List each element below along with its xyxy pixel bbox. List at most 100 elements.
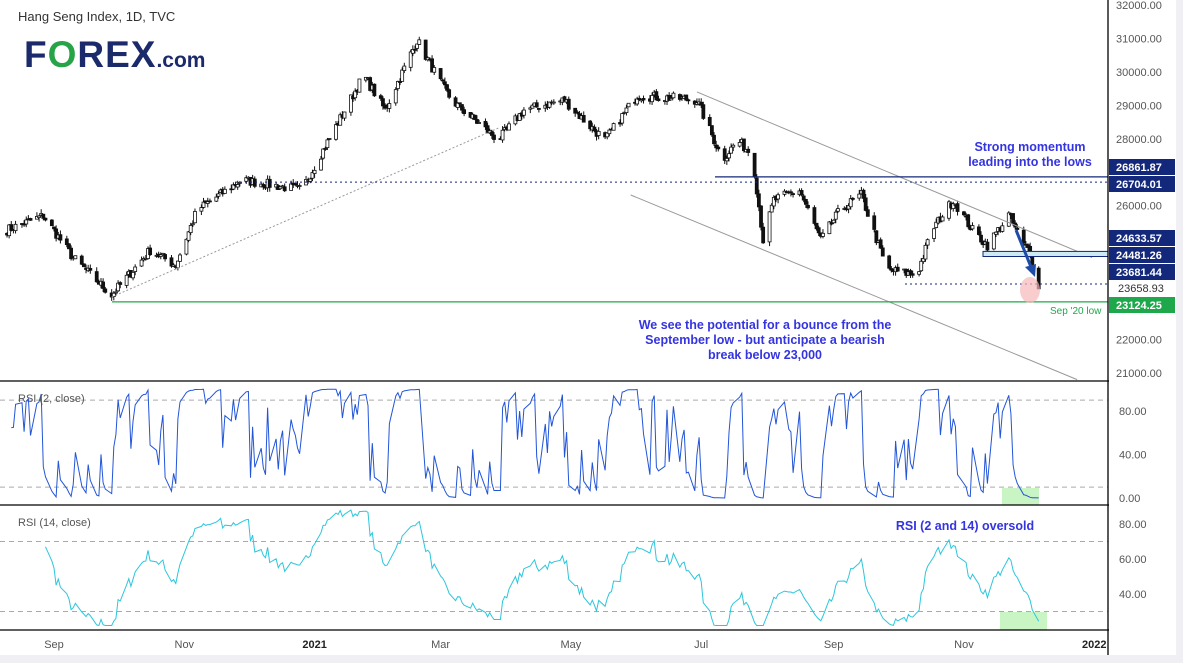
candle [297,183,302,190]
candle [985,238,990,253]
candle-body [716,146,721,150]
candle [64,235,69,248]
candle-body [934,221,939,228]
rsi-oversold-annotation: RSI (2 and 14) oversold [895,519,1035,533]
candle-body [626,102,631,108]
candle [13,220,18,234]
candle [951,201,956,212]
candle [447,88,452,100]
candle [408,49,413,72]
candle-body [500,129,505,141]
trendline [696,91,1093,259]
candle [865,206,870,217]
candle [398,78,402,86]
candle-body [611,123,616,131]
candle [801,194,806,203]
candle-body [637,97,642,101]
candle [991,232,996,251]
candle-body [293,183,298,186]
candle-body [387,103,392,109]
candle-body [985,241,990,251]
candle-body [327,138,332,140]
candle-body [654,91,659,101]
candle [714,140,719,152]
candle [562,95,567,102]
candle-body [475,119,479,124]
candle-body [193,211,197,224]
candle-body [581,115,586,123]
candle [923,242,928,262]
candle [596,127,601,140]
time-tick-label: Sep [824,639,844,651]
candle-body [410,49,415,54]
time-tick-label: 2021 [302,639,326,651]
candle-body [707,117,712,127]
candle [669,94,674,101]
candle-body [669,98,674,101]
candle-body [297,185,302,187]
time-tick-label: May [561,639,582,651]
rsi2-tick-label: 0.00 [1119,493,1140,505]
candle-body [767,211,772,243]
candle [124,271,129,289]
price-level-label: 26861.87 [1116,162,1162,174]
candle-body [372,83,377,97]
candle [69,245,73,261]
candle [158,252,163,260]
candle [650,92,654,105]
candle-body [940,216,945,222]
candle-body [208,200,212,203]
candle-body [955,203,960,212]
candle-body [158,254,163,257]
candle [353,88,358,101]
candle-body [951,203,956,209]
candle [701,101,706,120]
candle [536,107,541,113]
candle [970,222,975,231]
candle-body [976,226,981,235]
candle [282,183,287,193]
candle [759,205,763,231]
candle [722,145,727,164]
price-label-box [1109,297,1175,313]
candle [319,156,323,171]
candle-body [492,134,496,140]
candle [1011,213,1015,226]
candle [413,45,417,54]
candle-body [801,195,806,201]
down-arrow-head [1025,264,1036,277]
rsi14-label: RSI (14, close) [18,517,91,529]
candle-body [82,263,86,268]
candle [592,124,597,133]
candle [791,192,795,198]
candle-body [522,109,526,116]
rsi2-label: RSI (2, close) [18,393,85,405]
candle [442,77,447,89]
candle [626,102,631,108]
candle [1021,226,1026,248]
candle-body [184,238,189,255]
candle-body [244,177,249,182]
candle-body [216,193,221,197]
candle-body [457,102,462,105]
price-label-box [1109,159,1175,175]
candle [190,220,195,227]
candle [485,122,490,134]
candle-body [58,234,63,241]
candle-body [442,81,447,86]
candle-body [919,260,924,272]
candle-body [596,130,601,136]
candle [517,113,522,121]
candle [161,252,165,256]
candle [395,80,400,91]
candle-body [848,198,853,208]
highlight-circle [1020,277,1040,303]
candle-body [323,148,328,150]
candle [423,39,428,61]
candle [205,197,210,208]
candle [534,99,539,108]
candle-body [754,177,759,195]
candle [489,129,494,139]
candle-body [742,138,746,152]
